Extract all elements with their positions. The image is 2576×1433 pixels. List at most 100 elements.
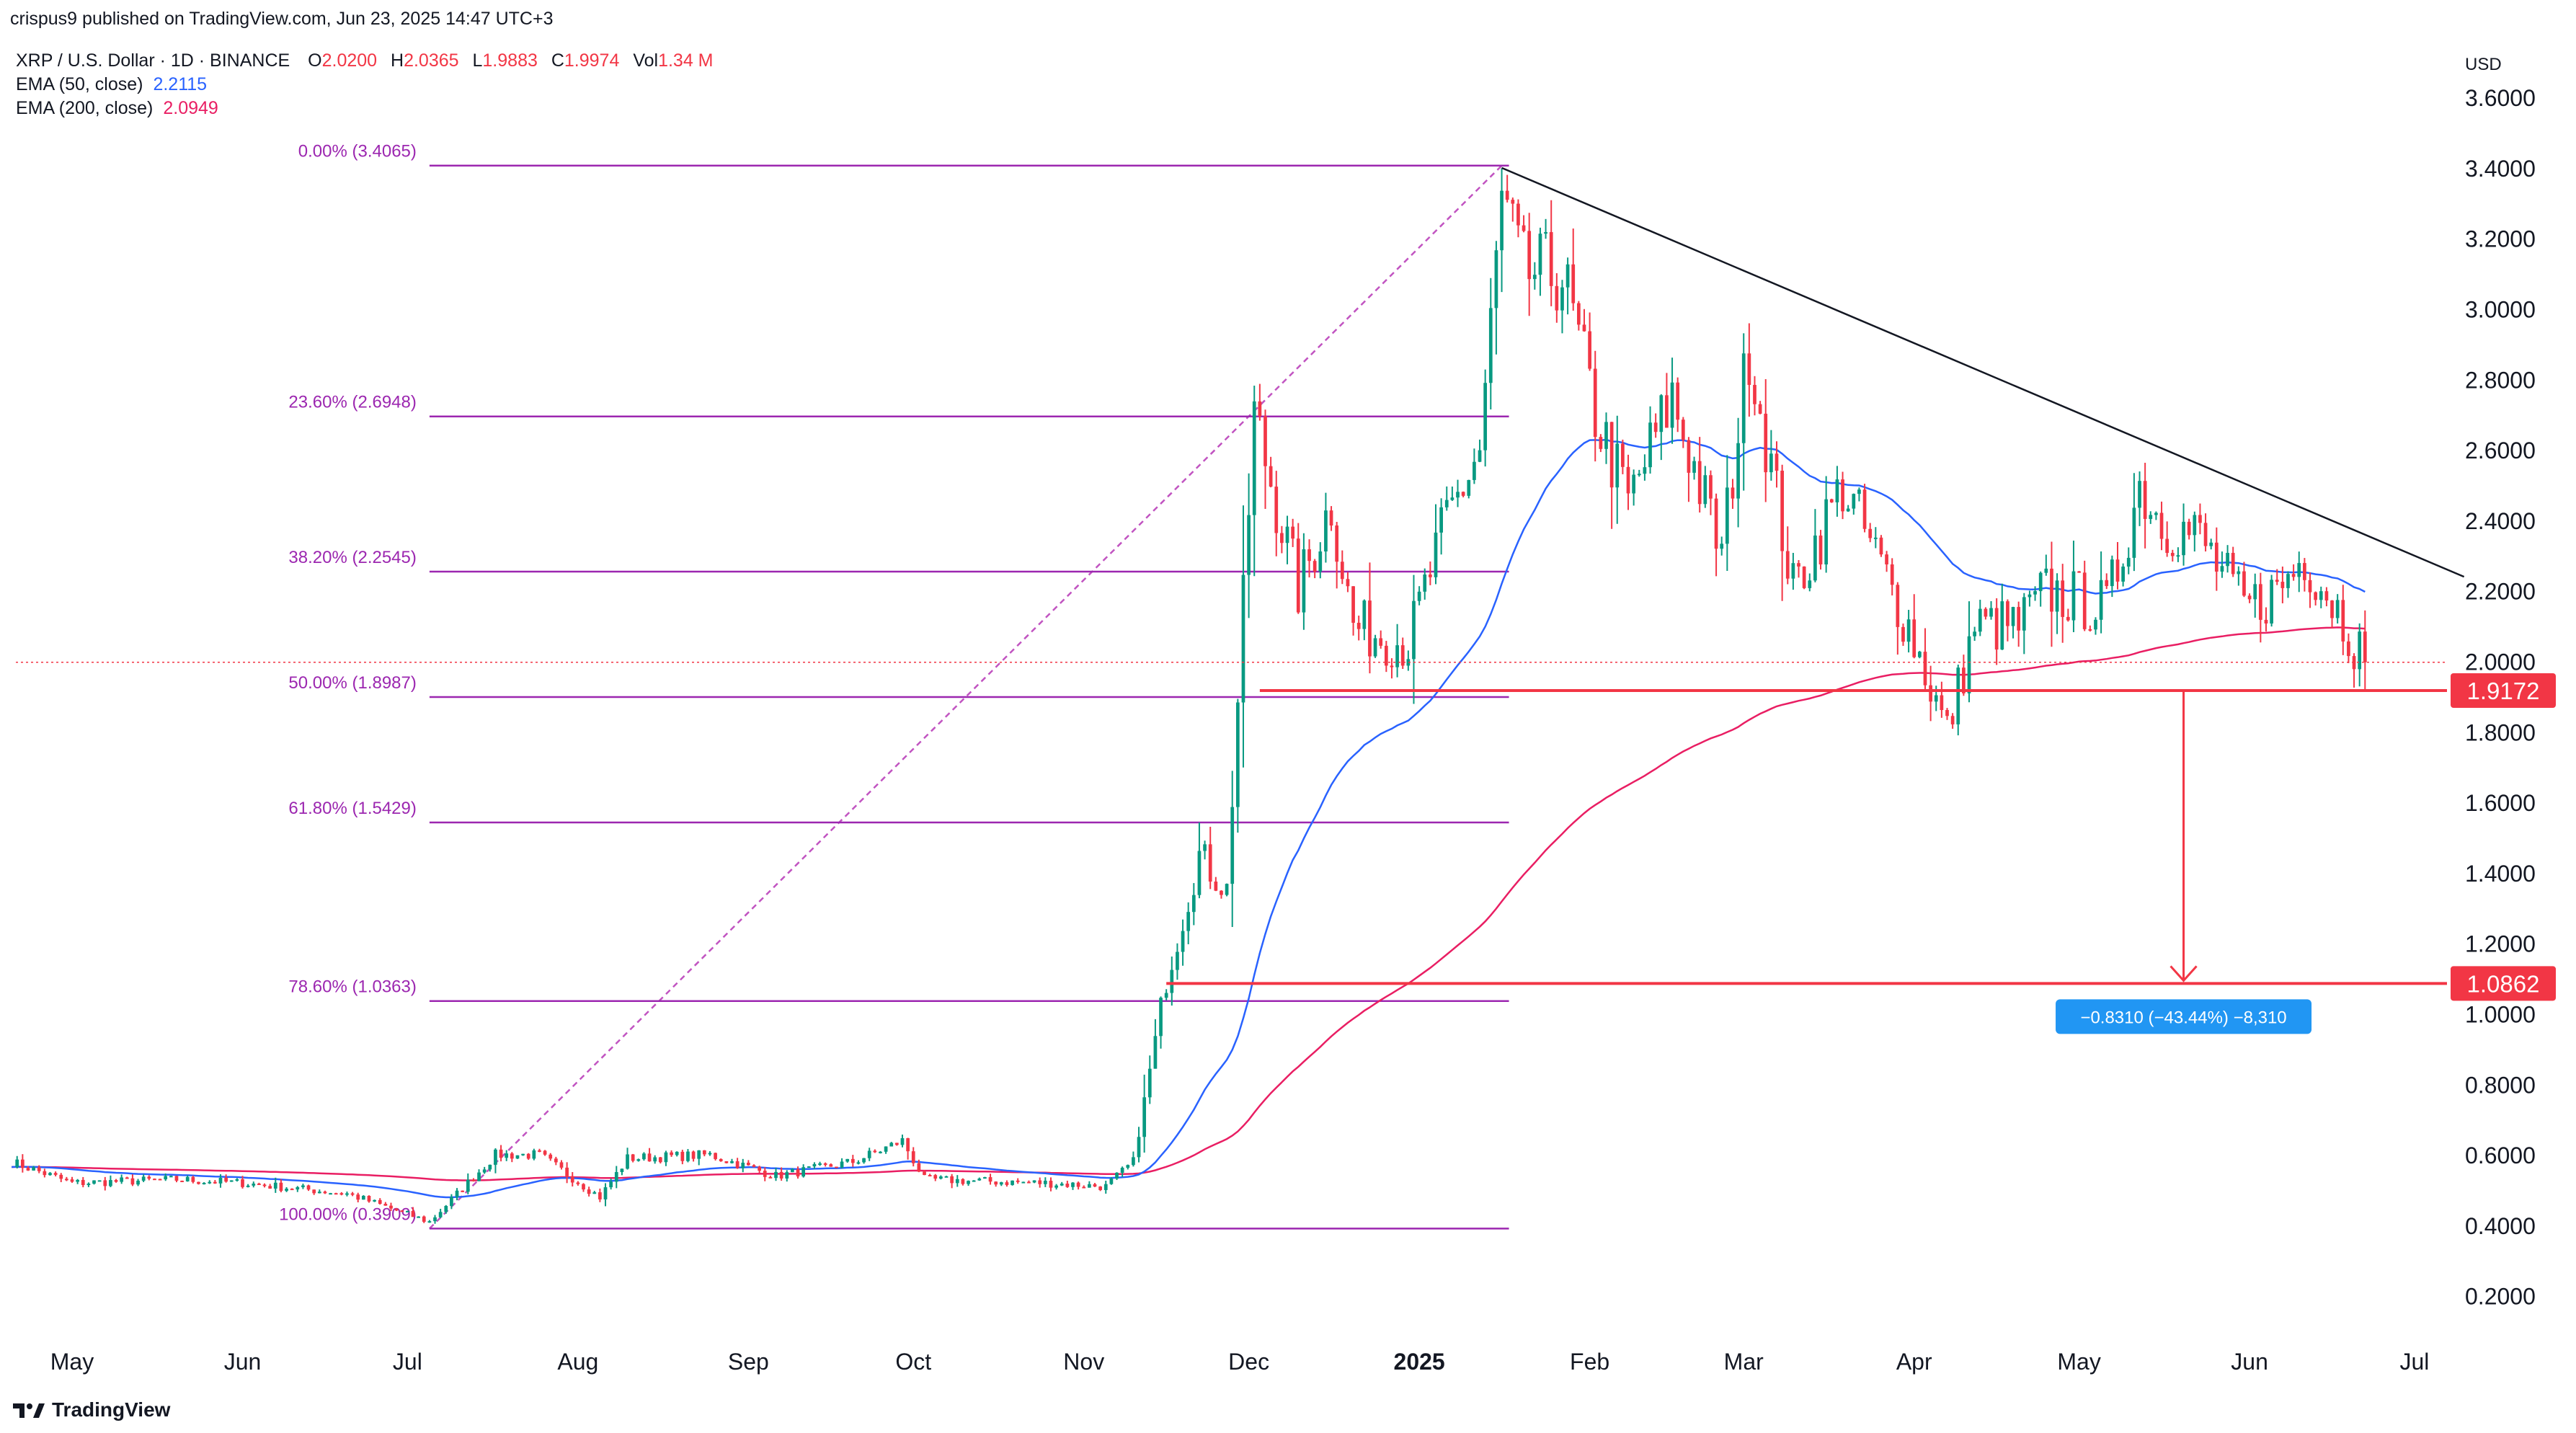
candle-body [823,1163,827,1166]
candle-body [1648,422,1652,468]
candle-body [373,1199,376,1202]
candle [741,1158,745,1173]
candle-body [1862,489,1867,529]
candle-body [1021,1181,1026,1184]
candle-body [2286,574,2290,588]
y-tick-label: 3.0000 [2465,297,2536,323]
candle [1741,333,1746,491]
candle [933,1174,938,1181]
candle-body [1147,1068,1152,1098]
candle [477,1169,481,1181]
candle [2280,566,2285,603]
candle-body [422,1216,426,1222]
candle [53,1171,58,1176]
candle [1950,713,1955,729]
candle [1846,505,1850,513]
candle [350,1192,355,1197]
candle [2258,572,2262,643]
candle [917,1159,921,1173]
candle [1235,698,1240,833]
candle [598,1188,602,1202]
ema200-legend[interactable]: EMA (200, close) 2.0949 [16,98,218,118]
candle-body [1901,626,1905,642]
candle [1147,1055,1152,1104]
candle [339,1192,344,1196]
candle [1258,383,1262,421]
candle [1555,273,1559,323]
candle-body [15,1159,19,1167]
candle-body [312,1189,316,1194]
candle [1197,822,1202,899]
candle-body [994,1181,998,1185]
candle-body [1065,1184,1070,1187]
candle [1324,492,1328,563]
candle-body [1505,190,1509,200]
candle [1362,599,1367,641]
candle [427,1220,432,1223]
candle-body [1241,574,1245,703]
candle-body [1868,528,1873,538]
candle [1945,708,1949,720]
fib-retracement: 0.00% (3.4065) 23.60% (2.6948) 38.20% (2.2… [279,142,1509,1230]
candle [1088,1181,1091,1188]
candle-body [1126,1165,1130,1168]
candle [1753,376,1756,416]
candle [422,1215,426,1223]
candle [2220,551,2224,578]
candle-body [856,1162,861,1164]
candle [1670,358,1674,444]
candle-body [125,1177,129,1179]
candle-body [76,1179,79,1182]
candle [515,1155,520,1159]
candle [675,1151,679,1157]
candle [939,1175,943,1180]
candle [312,1189,316,1195]
candle [1170,957,1174,1006]
candle-body [1621,443,1625,467]
candle [1901,624,1905,647]
candle [2335,594,2340,624]
candle [1549,200,1553,306]
candle [306,1184,311,1192]
ema50-legend[interactable]: EMA (50, close) 2.2115 [16,74,208,94]
candle [1115,1172,1119,1181]
candle [1373,634,1377,658]
candle-body [1269,466,1273,487]
candle [120,1174,124,1184]
candle-body [1890,564,1894,585]
candle [636,1158,641,1162]
fib-level-label: 100.00% (0.3909) [279,1204,417,1224]
candle [850,1155,855,1167]
candle [1511,197,1515,222]
candle [499,1145,503,1162]
tradingview-logo[interactable]: TradingView [13,1398,170,1421]
candle [664,1150,668,1166]
symbol-legend[interactable]: XRP / U.S. Dollar · 1D · BINANCE O2.0200… [16,50,714,71]
candle [482,1166,487,1174]
candle [1181,919,1185,966]
candle-body [1720,544,1724,549]
candle-body [2176,555,2180,557]
candle [273,1177,277,1193]
candle-body [1191,895,1196,913]
candle-body [840,1161,844,1168]
candle-body [1395,645,1399,667]
candle-body [752,1165,756,1167]
candle-body [2000,601,2004,650]
candle [1829,498,1834,503]
candle-body [2044,568,2048,573]
price-tag-label: 1.9172 [2467,678,2540,704]
candle [1857,487,1861,502]
candle [2324,587,2329,607]
candle [587,1186,591,1197]
x-tick-label: May [2057,1349,2100,1375]
candle [136,1179,140,1186]
candle-body [1538,234,1542,275]
candle [81,1176,85,1188]
candle-body [1384,645,1388,666]
candle-body [2126,557,2131,567]
candle-body [202,1182,206,1184]
candle-body [53,1173,58,1175]
candle-body [1429,574,1432,577]
